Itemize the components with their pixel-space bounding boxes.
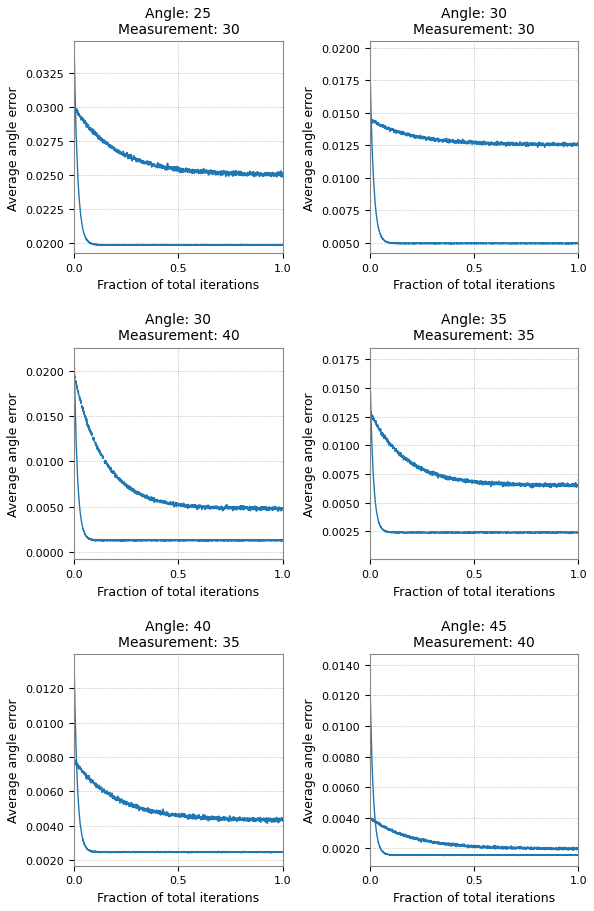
Title: Angle: 45
Measurement: 40: Angle: 45 Measurement: 40 bbox=[413, 619, 535, 649]
X-axis label: Fraction of total iterations: Fraction of total iterations bbox=[97, 279, 260, 292]
X-axis label: Fraction of total iterations: Fraction of total iterations bbox=[97, 891, 260, 904]
Y-axis label: Average angle error: Average angle error bbox=[7, 698, 20, 823]
Title: Angle: 35
Measurement: 35: Angle: 35 Measurement: 35 bbox=[413, 312, 535, 343]
X-axis label: Fraction of total iterations: Fraction of total iterations bbox=[97, 585, 260, 599]
Y-axis label: Average angle error: Average angle error bbox=[7, 392, 20, 517]
X-axis label: Fraction of total iterations: Fraction of total iterations bbox=[393, 279, 555, 292]
Title: Angle: 25
Measurement: 30: Angle: 25 Measurement: 30 bbox=[118, 7, 239, 37]
Y-axis label: Average angle error: Average angle error bbox=[7, 86, 20, 210]
Y-axis label: Average angle error: Average angle error bbox=[302, 698, 315, 823]
Y-axis label: Average angle error: Average angle error bbox=[302, 86, 315, 210]
X-axis label: Fraction of total iterations: Fraction of total iterations bbox=[393, 585, 555, 599]
Title: Angle: 40
Measurement: 35: Angle: 40 Measurement: 35 bbox=[118, 619, 239, 649]
Y-axis label: Average angle error: Average angle error bbox=[302, 392, 315, 517]
Title: Angle: 30
Measurement: 30: Angle: 30 Measurement: 30 bbox=[413, 7, 535, 37]
Title: Angle: 30
Measurement: 40: Angle: 30 Measurement: 40 bbox=[118, 312, 239, 343]
X-axis label: Fraction of total iterations: Fraction of total iterations bbox=[393, 891, 555, 904]
